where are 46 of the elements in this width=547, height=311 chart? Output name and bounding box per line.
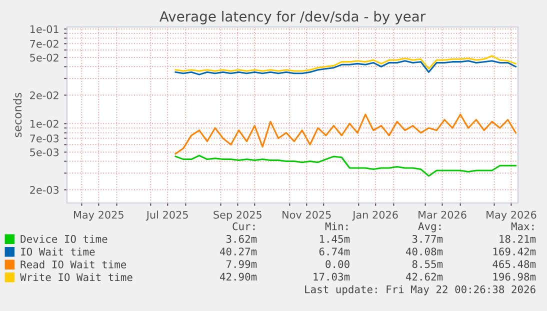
text: 42.62m — [406, 272, 443, 281]
text: 8.55m — [412, 260, 443, 268]
y-tick-label: 1e-01 — [30, 25, 58, 34]
text: 0.00 — [326, 260, 350, 268]
text: Max: — [511, 222, 534, 230]
x-tick-label: Jul 2025 — [146, 210, 188, 221]
text: 40.27m — [220, 248, 257, 256]
x-tick-label: Sep 2025 — [214, 210, 262, 221]
text: Avg: — [418, 222, 441, 232]
x-tick-label: May 2026 — [486, 210, 536, 221]
x-tick-label: May 2025 — [74, 210, 124, 221]
y-tick-label: 2e-02 — [30, 91, 58, 100]
legend-label: Write IO Wait time — [20, 273, 132, 282]
text: 17.03m — [314, 272, 350, 281]
y-tick-label: 1e-02 — [30, 120, 58, 128]
line-series — [174, 60, 517, 76]
legend-label: Device IO time — [20, 234, 108, 243]
text: 18.21m — [500, 234, 536, 243]
text: 3.77m — [412, 234, 443, 243]
line-series — [174, 154, 517, 177]
text: Last update: Fri May 22 00:26:38 2026 — [305, 285, 536, 296]
text: 6.74m — [319, 248, 350, 256]
text: 169.42m — [493, 248, 536, 256]
text: Cur: — [232, 222, 255, 230]
y-tick-label: 7e-02 — [30, 40, 58, 48]
text: 3.62m — [226, 234, 257, 243]
line-series — [174, 114, 517, 155]
y-tick-label: 5e-02 — [30, 54, 58, 62]
text: 42.90m — [220, 272, 257, 281]
line-series — [174, 55, 517, 72]
chart-title: Average latency for /dev/sda - by year — [160, 10, 426, 24]
y-tick-label: 2e-03 — [30, 186, 59, 194]
x-tick-label: Jan 2026 — [352, 210, 398, 221]
y-axis-title: seconds — [13, 92, 22, 138]
legend-label: Read IO Wait time — [20, 260, 126, 268]
legend-label: IO Wait time — [21, 248, 95, 256]
text: 465.48m — [492, 260, 536, 268]
y-tick-label: 7e-03 — [30, 134, 59, 142]
text: 7.99m — [226, 260, 257, 268]
x-tick-label: Mar 2026 — [418, 210, 466, 219]
text: Min: — [325, 222, 348, 230]
y-tick-label: 5e-03 — [30, 148, 59, 156]
text: 196.98m — [493, 272, 536, 281]
text: 40.08m — [406, 248, 443, 256]
text: 1.45m — [320, 235, 350, 243]
x-tick-label: Nov 2025 — [282, 210, 331, 219]
